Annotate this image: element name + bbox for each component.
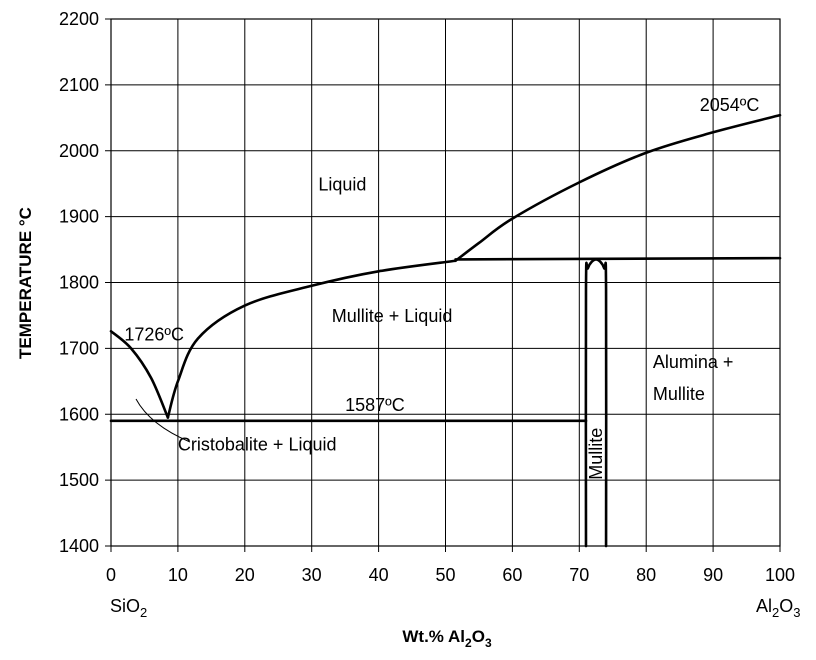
- y-tick-label: 1700: [59, 338, 99, 358]
- x-tick-label: 100: [765, 565, 795, 585]
- phase-boundary-0: [109, 329, 170, 419]
- x-tick-label: 70: [569, 565, 589, 585]
- x-tick-label: 10: [168, 565, 188, 585]
- y-tick-label: 2000: [59, 141, 99, 161]
- x-tick-label: 30: [302, 565, 322, 585]
- y-tick-label: 1900: [59, 207, 99, 227]
- annotation-1: 2054ºC: [700, 95, 760, 115]
- phase-boundary-5: [584, 258, 608, 548]
- x-tick-label: 50: [435, 565, 455, 585]
- phase-boundary-4: [454, 256, 782, 261]
- phase-boundaries: [109, 113, 782, 548]
- annotation-7: Cristobalite + Liquid: [178, 434, 337, 454]
- tick-labels: 0 10 20 30 40 50 60 70 80 90 100 1400 1500 1600 1700 18…: [59, 9, 795, 585]
- y-tick-label: 1600: [59, 404, 99, 424]
- annotations: 1726ºC 2054ºC 1587ºC Liquid Mullite + Liquid…: [124, 95, 759, 480]
- grid-lines: [105, 18, 781, 552]
- y-tick-label: 1500: [59, 470, 99, 490]
- endpoint-label-sio2: SiO2: [110, 596, 147, 620]
- cristobalite-pointer-line: [135, 398, 191, 443]
- annotation-6: Mullite: [653, 384, 705, 404]
- annotation-4: Mullite + Liquid: [332, 306, 453, 326]
- x-axis-title: Wt.% Al2O3: [402, 627, 492, 650]
- annotation-3: Liquid: [318, 174, 366, 194]
- annotation-2: 1587ºC: [345, 395, 405, 415]
- endpoint-label-al2o3: Al2O3: [756, 596, 801, 620]
- y-tick-label: 1400: [59, 536, 99, 556]
- y-tick-label: 1800: [59, 273, 99, 293]
- annotation-5: Alumina +: [653, 352, 734, 372]
- x-tick-label: 0: [106, 565, 116, 585]
- phase-boundary-1: [166, 259, 457, 419]
- annotation-8: Mullite: [586, 428, 606, 480]
- y-tick-label: 2100: [59, 75, 99, 95]
- annotation-0: 1726ºC: [124, 324, 184, 344]
- phase-boundary-2: [454, 113, 782, 263]
- x-tick-label: 40: [369, 565, 389, 585]
- y-axis-title: TEMPERATURE °C: [16, 207, 35, 359]
- y-tick-label: 2200: [59, 9, 99, 29]
- x-tick-label: 20: [235, 565, 255, 585]
- x-tick-label: 90: [703, 565, 723, 585]
- x-tick-label: 60: [502, 565, 522, 585]
- sio2-subscript: 2: [140, 605, 147, 620]
- x-tick-label: 80: [636, 565, 656, 585]
